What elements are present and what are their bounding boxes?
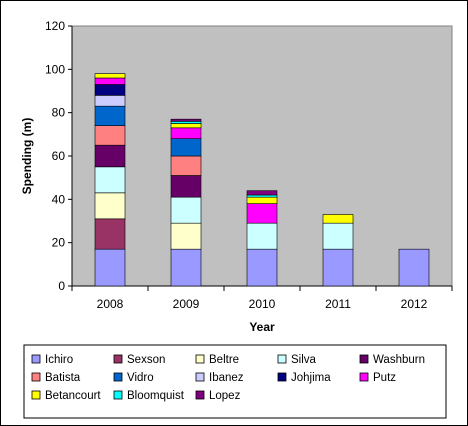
x-tick-label: 2009 [173,297,200,311]
legend-swatch-vidro [113,372,123,382]
legend-label-washburn: Washburn [373,354,425,366]
bar-segment-silva [246,222,278,250]
bar-segment-bloomquist [246,194,278,198]
bar-segment-ichiro [170,248,202,287]
y-tick-label: 0 [58,279,65,293]
y-axis-title: Spending (m) [20,118,34,195]
bar-segment-johjima [94,84,126,96]
legend-swatch-betancourt [31,390,41,400]
legend-swatch-silva [277,354,287,364]
bar-segment-silva [170,196,202,224]
bar-segment-silva [322,222,354,250]
legend-label-batista: Batista [45,372,81,384]
legend-label-vidro: Vidro [127,372,154,384]
bar-segment-lopez [170,118,202,122]
legend-label-ichiro: Ichiro [45,354,73,366]
y-tick-label: 60 [52,149,66,163]
bar-segment-putz [170,127,202,139]
legend-swatch-ichiro [31,354,41,364]
bar-segment-betancourt [94,73,126,79]
legend-label-beltre: Beltre [209,354,239,366]
legend-label-putz: Putz [373,372,396,384]
y-tick-label: 80 [52,106,66,120]
legend-label-lopez: Lopez [209,390,241,402]
legend-label-bloomquist: Bloomquist [127,390,185,402]
bar-segment-ichiro [246,248,278,287]
bar-segment-ichiro [322,248,354,287]
bar-segment-sexson [94,218,126,250]
legend-swatch-johjima [277,372,287,382]
bar-segment-betancourt [322,214,354,224]
bar-segment-putz [246,203,278,224]
bar-segment-silva [94,166,126,194]
bar-segment-vidro [94,105,126,126]
legend-label-ibanez: Ibanez [209,372,244,384]
legend-swatch-batista [31,372,41,382]
legend-label-sexson: Sexson [127,354,165,366]
bar-segment-bloomquist [170,121,202,124]
legend-swatch-sexson [113,354,123,364]
legend-swatch-beltre [195,354,205,364]
legend-swatch-putz [359,372,369,382]
y-tick-label: 40 [52,192,66,206]
bar-segment-betancourt [170,123,202,129]
bar-segment-ichiro [398,248,430,287]
y-tick-label: 100 [45,62,65,76]
x-tick-label: 2010 [249,297,276,311]
legend-label-betancourt: Betancourt [45,390,101,402]
bar-segment-batista [94,125,126,146]
legend-label-silva: Silva [291,354,317,366]
bar-segment-ibanez [94,95,126,107]
legend-swatch-ibanez [195,372,205,382]
x-tick-label: 2012 [401,297,428,311]
bar-segment-beltre [170,222,202,250]
bar-segment-beltre [94,192,126,220]
bar-segment-vidro [170,138,202,157]
bar-segment-putz [94,77,126,85]
legend [23,344,447,419]
legend-label-johjima: Johjima [291,372,331,384]
bar-segment-ichiro [94,248,126,287]
y-tick-label: 20 [52,236,66,250]
legend-swatch-lopez [195,390,205,400]
x-axis-title: Year [249,320,275,334]
legend-swatch-washburn [359,354,369,364]
legend-swatch-bloomquist [113,390,123,400]
x-tick-label: 2011 [325,297,351,311]
bar-segment-washburn [94,144,126,168]
bar-segment-betancourt [246,196,278,204]
bar-segment-lopez [246,190,278,196]
x-tick-label: 2008 [97,297,124,311]
y-tick-label: 120 [45,19,65,33]
bar-segment-washburn [170,175,202,198]
bar-segment-batista [170,155,202,176]
